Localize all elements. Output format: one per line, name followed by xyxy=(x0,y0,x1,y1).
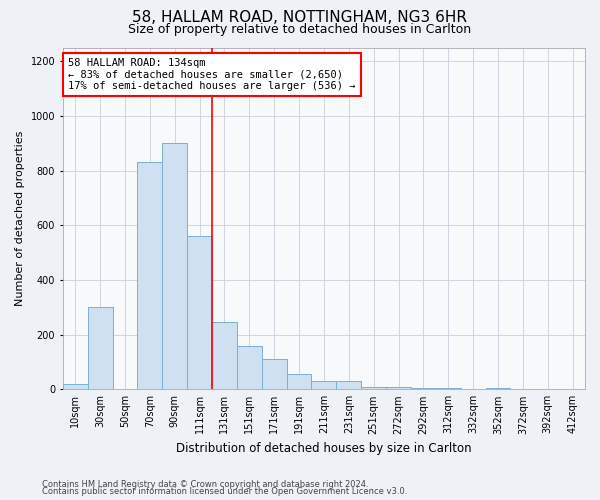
Y-axis label: Number of detached properties: Number of detached properties xyxy=(15,130,25,306)
Text: Contains HM Land Registry data © Crown copyright and database right 2024.: Contains HM Land Registry data © Crown c… xyxy=(42,480,368,489)
Bar xyxy=(88,308,113,390)
Bar xyxy=(187,236,212,390)
Bar xyxy=(212,322,237,390)
Bar xyxy=(485,388,511,390)
Bar xyxy=(311,381,337,390)
Bar xyxy=(337,381,361,390)
Text: Contains public sector information licensed under the Open Government Licence v3: Contains public sector information licen… xyxy=(42,487,407,496)
Bar xyxy=(262,359,287,390)
Bar xyxy=(361,386,386,390)
Bar xyxy=(63,384,88,390)
Bar xyxy=(436,388,461,390)
Bar xyxy=(411,388,436,390)
Bar xyxy=(386,386,411,390)
Text: 58 HALLAM ROAD: 134sqm
← 83% of detached houses are smaller (2,650)
17% of semi-: 58 HALLAM ROAD: 134sqm ← 83% of detached… xyxy=(68,58,356,91)
Text: 58, HALLAM ROAD, NOTTINGHAM, NG3 6HR: 58, HALLAM ROAD, NOTTINGHAM, NG3 6HR xyxy=(133,10,467,25)
Bar xyxy=(237,346,262,390)
Bar xyxy=(162,143,187,390)
Bar xyxy=(287,374,311,390)
Text: Size of property relative to detached houses in Carlton: Size of property relative to detached ho… xyxy=(128,22,472,36)
X-axis label: Distribution of detached houses by size in Carlton: Distribution of detached houses by size … xyxy=(176,442,472,455)
Bar xyxy=(137,162,162,390)
